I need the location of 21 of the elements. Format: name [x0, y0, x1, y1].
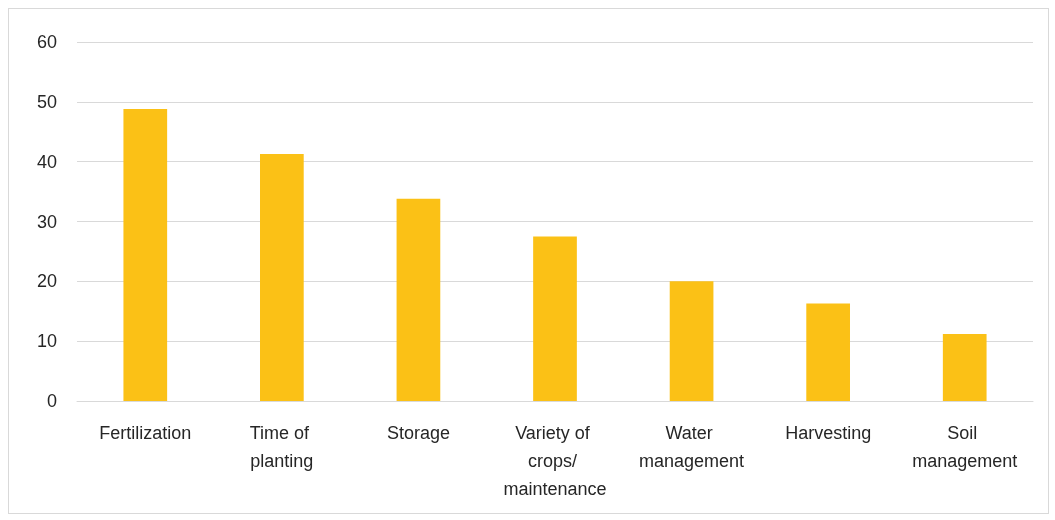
y-tick-label: 40 [36, 151, 57, 172]
bar [533, 236, 577, 401]
bar [669, 281, 714, 401]
y-tick-label: 50 [36, 91, 57, 112]
x-tick-label: Fertilization [99, 423, 192, 443]
y-tick-label: 60 [36, 32, 57, 52]
y-tick-label: 0 [46, 391, 57, 411]
y-tick-label: 10 [36, 331, 57, 352]
bar [396, 198, 441, 401]
x-tick-label: Storage [386, 423, 450, 443]
x-tick-label: Variety of crops/ maintenance [503, 423, 607, 499]
bar [260, 153, 304, 401]
y-tick-label: 30 [36, 211, 57, 232]
x-tick-label: Harvesting [785, 423, 872, 443]
x-tick-label: Water management [639, 423, 745, 471]
y-tick-label: 20 [36, 271, 57, 292]
x-tick-label: Soil management [912, 423, 1018, 471]
bar [942, 333, 987, 401]
x-tick-label: Time of planting [249, 423, 315, 471]
bar [123, 109, 168, 401]
bar [806, 303, 850, 401]
